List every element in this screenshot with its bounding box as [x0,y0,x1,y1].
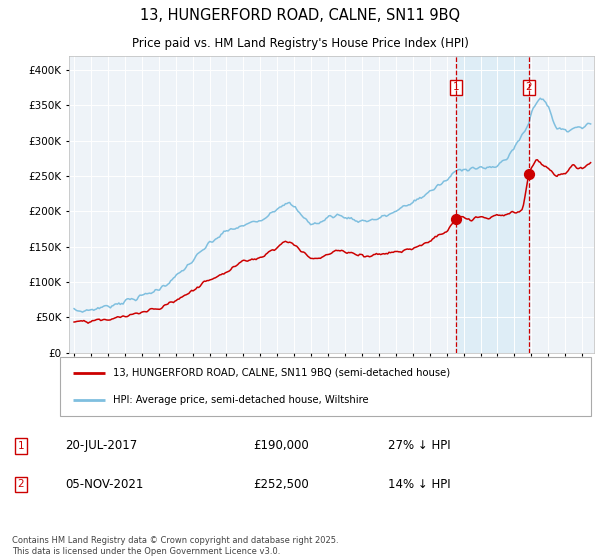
Bar [456,56,529,353]
Text: 27% ↓ HPI: 27% ↓ HPI [388,440,451,452]
Text: 14% ↓ HPI: 14% ↓ HPI [388,478,451,491]
FancyBboxPatch shape [59,357,592,416]
Text: Price paid vs. HM Land Registry's House Price Index (HPI): Price paid vs. HM Land Registry's House … [131,37,469,50]
Text: 13, HUNGERFORD ROAD, CALNE, SN11 9BQ: 13, HUNGERFORD ROAD, CALNE, SN11 9BQ [140,8,460,23]
Text: 2: 2 [17,479,24,489]
Text: 13, HUNGERFORD ROAD, CALNE, SN11 9BQ (semi-detached house): 13, HUNGERFORD ROAD, CALNE, SN11 9BQ (se… [113,368,451,378]
Point [524,170,533,179]
Text: Contains HM Land Registry data © Crown copyright and database right 2025.
This d: Contains HM Land Registry data © Crown c… [12,536,338,556]
Text: HPI: Average price, semi-detached house, Wiltshire: HPI: Average price, semi-detached house,… [113,395,369,405]
Point [451,214,461,223]
Text: 1: 1 [17,441,24,451]
Text: 20-JUL-2017: 20-JUL-2017 [65,440,137,452]
Text: 1: 1 [452,82,459,92]
Text: 05-NOV-2021: 05-NOV-2021 [65,478,143,491]
Text: £252,500: £252,500 [253,478,309,491]
Text: £190,000: £190,000 [253,440,309,452]
Text: 2: 2 [526,82,532,92]
